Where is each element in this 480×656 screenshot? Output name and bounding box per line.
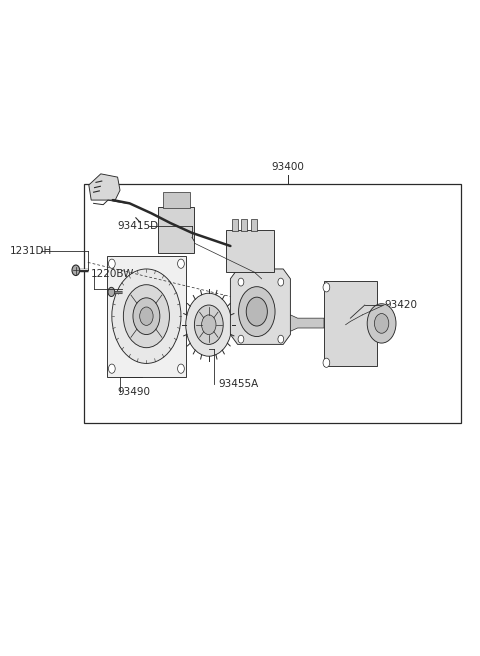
Bar (251, 219, 257, 231)
Circle shape (72, 265, 80, 276)
Polygon shape (290, 315, 324, 331)
Text: 93420: 93420 (384, 300, 417, 310)
Circle shape (108, 287, 115, 297)
Circle shape (112, 269, 181, 363)
Polygon shape (89, 174, 120, 200)
Circle shape (108, 364, 115, 373)
Circle shape (238, 335, 244, 343)
Circle shape (133, 298, 160, 335)
Circle shape (238, 278, 244, 286)
Circle shape (178, 259, 184, 268)
Bar (241, 219, 247, 231)
Bar (107, 256, 186, 377)
Bar (158, 207, 194, 253)
Text: 1231DH: 1231DH (10, 246, 52, 256)
Text: 93490: 93490 (118, 386, 151, 397)
Bar (163, 192, 190, 208)
Circle shape (367, 304, 396, 343)
Circle shape (186, 293, 232, 356)
Circle shape (108, 259, 115, 268)
Circle shape (278, 335, 284, 343)
Text: 1220BW: 1220BW (91, 268, 134, 279)
Circle shape (374, 314, 389, 333)
Circle shape (202, 315, 216, 335)
Bar (324, 281, 377, 366)
Circle shape (194, 305, 223, 344)
Circle shape (178, 364, 184, 373)
Bar (232, 219, 238, 231)
Text: 93455A: 93455A (218, 379, 259, 389)
Circle shape (323, 358, 330, 367)
Text: 93415D: 93415D (118, 221, 159, 232)
Circle shape (246, 297, 267, 326)
Bar (226, 230, 274, 272)
Circle shape (239, 287, 275, 337)
Bar (84, 184, 461, 423)
Circle shape (278, 278, 284, 286)
Circle shape (140, 307, 153, 325)
Circle shape (323, 283, 330, 292)
Polygon shape (230, 269, 290, 344)
Text: 93400: 93400 (272, 162, 304, 172)
Circle shape (123, 285, 169, 348)
